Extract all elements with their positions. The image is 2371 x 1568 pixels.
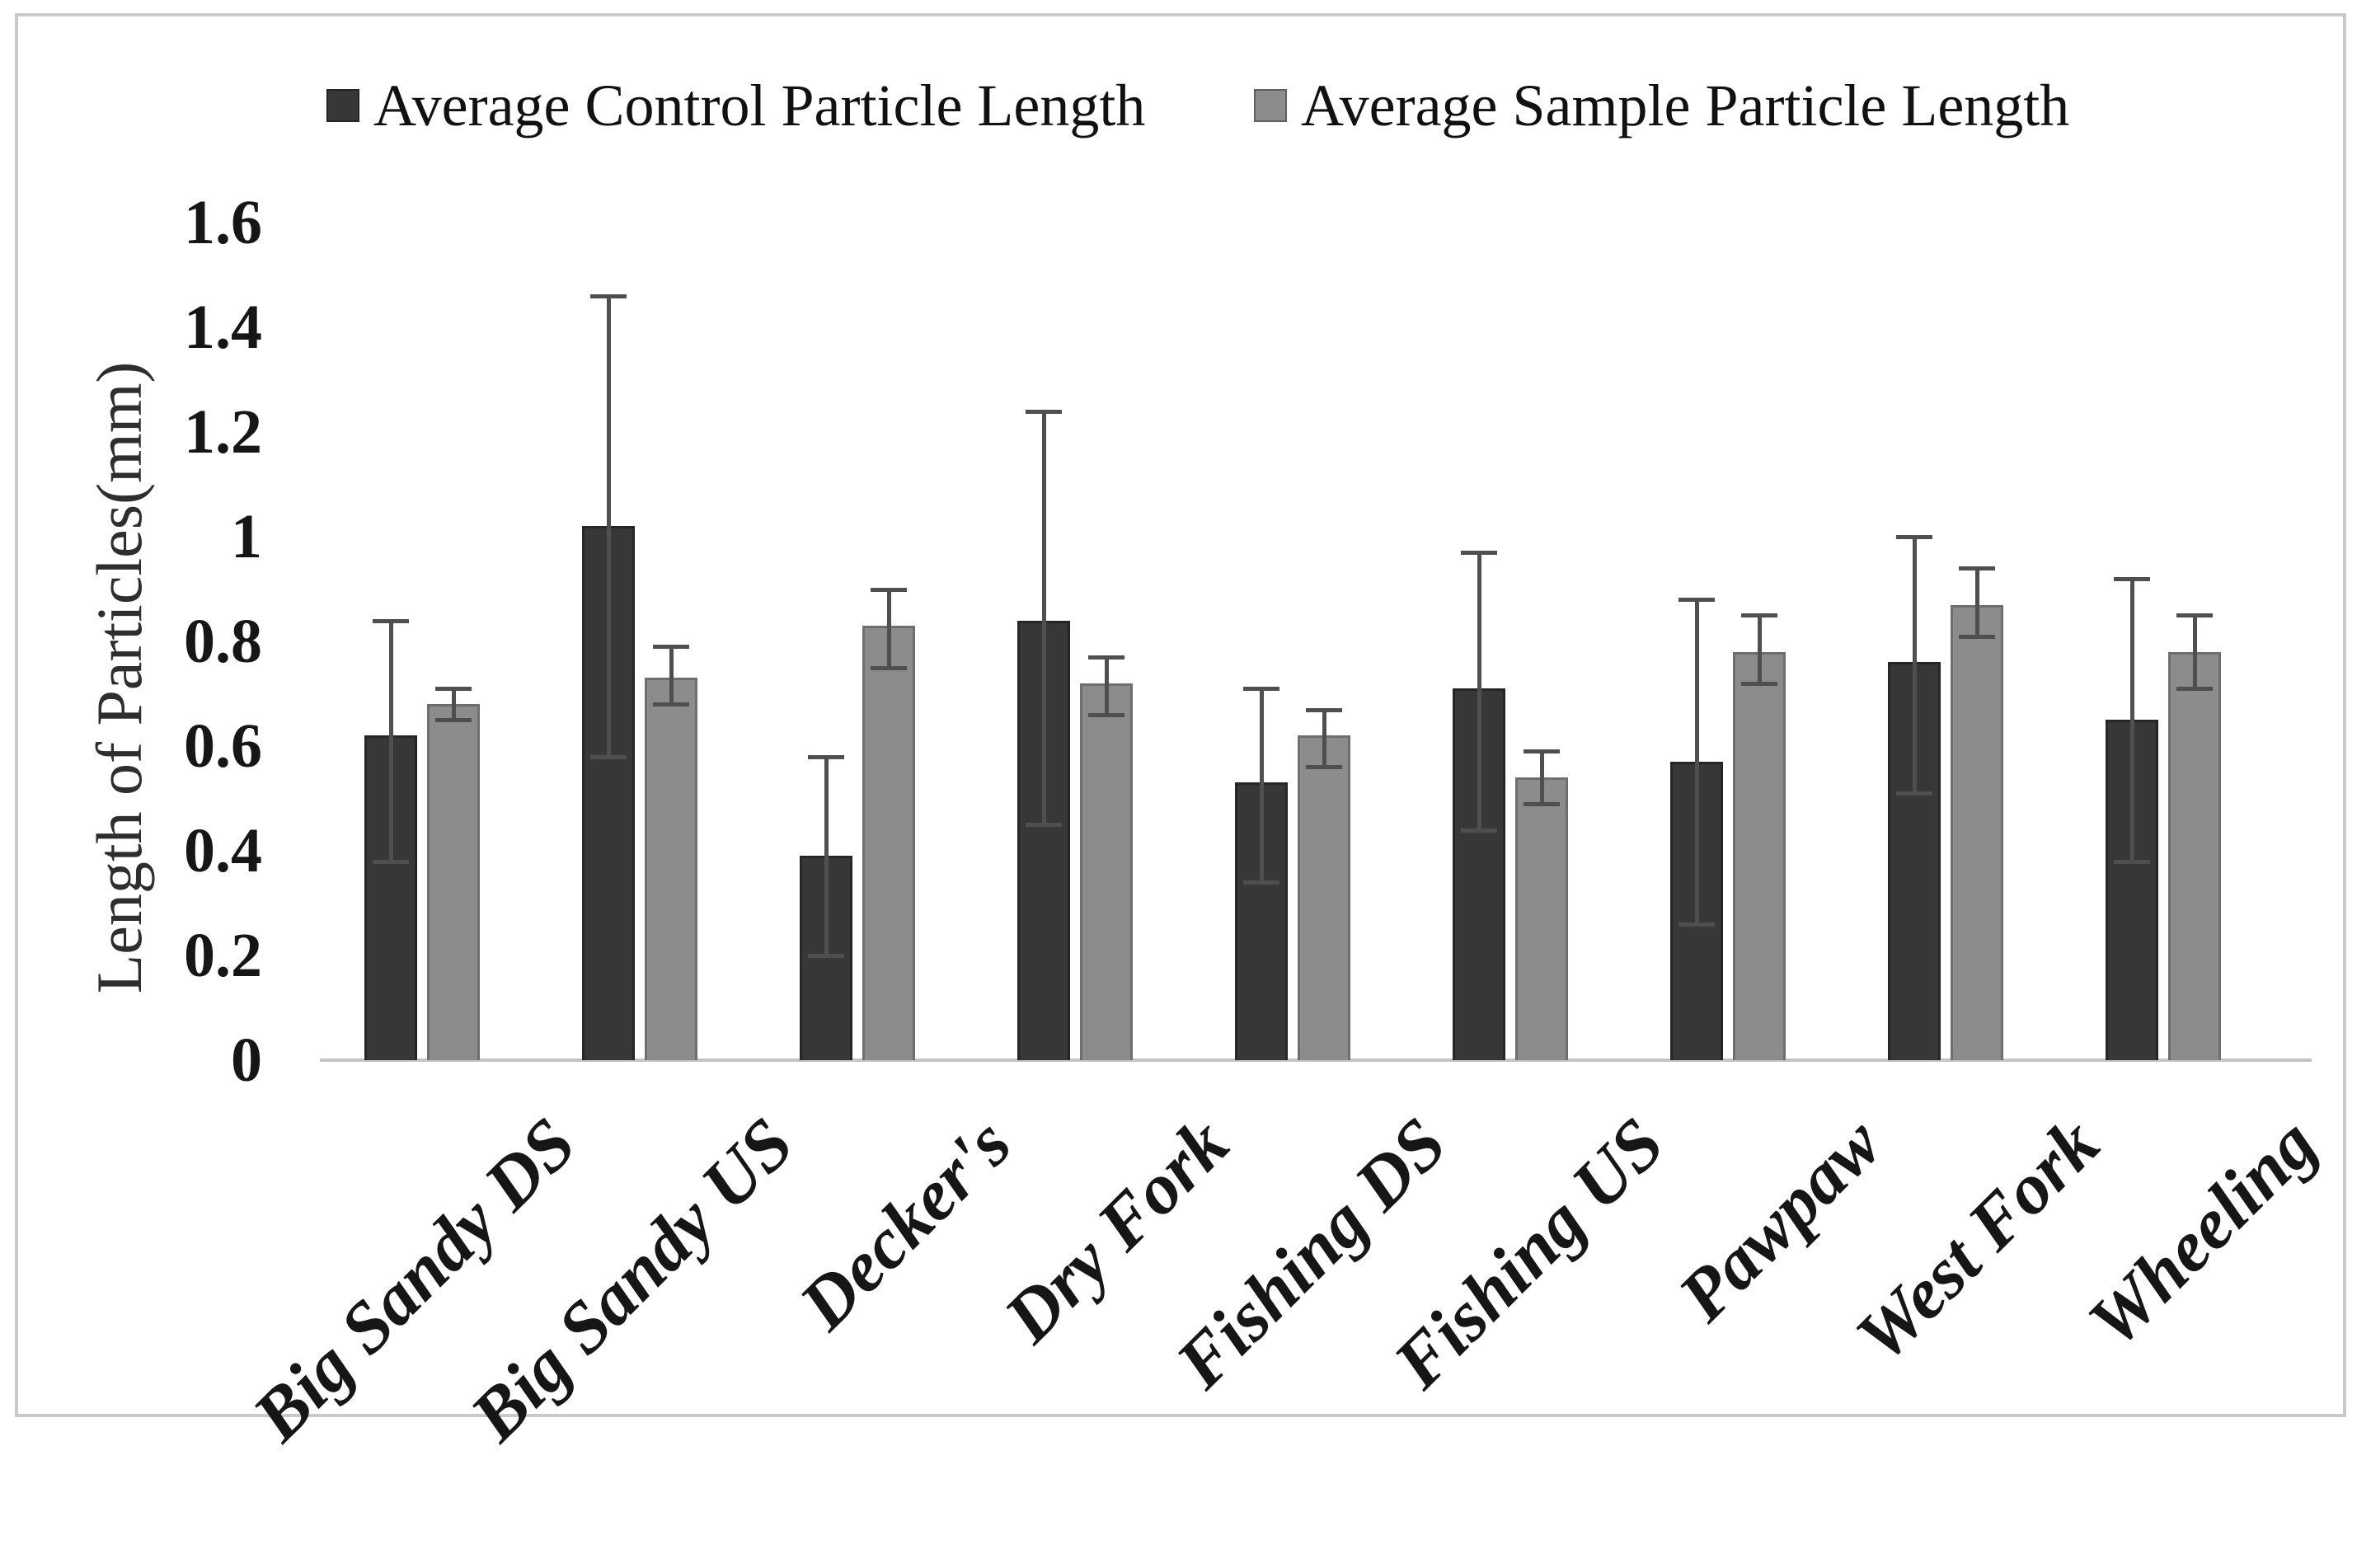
x-tick-label: Fishing US — [1378, 1103, 1680, 1404]
x-axis-line — [320, 1059, 2312, 1062]
error-bar-sample — [669, 646, 674, 705]
error-bar-cap-top — [1306, 707, 1342, 712]
error-bar-control — [1259, 688, 1264, 883]
error-bar-cap-top — [1896, 535, 1932, 539]
y-tick-label: 1 — [231, 502, 262, 571]
bar-sample — [1951, 604, 2003, 1060]
error-bar-control — [1912, 537, 1917, 794]
error-bar-cap-top — [2176, 613, 2213, 618]
error-bar-sample — [1539, 751, 1544, 804]
x-tick-label: Pawpaw — [1664, 1103, 1898, 1337]
bar-sample — [1733, 651, 1786, 1060]
error-bar-control — [1477, 552, 1481, 830]
error-bar-cap-bottom — [1959, 634, 1995, 639]
bar-sample — [427, 704, 480, 1060]
bar-control — [1888, 662, 1941, 1060]
error-bar-cap-top — [1678, 598, 1715, 603]
error-bar-control — [824, 756, 829, 955]
error-bar-cap-bottom — [1088, 712, 1124, 717]
error-bar-sample — [1322, 709, 1326, 768]
y-tick-label: 0.8 — [184, 607, 262, 676]
error-bar-cap-bottom — [871, 665, 907, 670]
bar-sample — [1515, 777, 1568, 1060]
legend-swatch-control-icon — [326, 89, 359, 122]
x-tick-label: West Fork — [1841, 1103, 2115, 1378]
error-bar-cap-top — [871, 587, 907, 592]
error-bar-sample — [886, 589, 891, 668]
error-bar-cap-bottom — [1026, 823, 1062, 828]
y-tick-label: 1.6 — [184, 188, 262, 257]
error-bar-cap-bottom — [2114, 859, 2150, 864]
legend-entry-control: Average Control Particle Length — [326, 76, 1145, 135]
error-bar-sample — [1757, 615, 1762, 683]
legend-entry-sample: Average Sample Particle Length — [1254, 76, 2069, 135]
error-bar-control — [1694, 599, 1699, 924]
error-bar-cap-bottom — [1678, 922, 1715, 927]
error-bar-cap-bottom — [808, 954, 844, 958]
error-bar-cap-top — [373, 618, 409, 623]
error-bar-cap-bottom — [1741, 681, 1777, 686]
error-bar-cap-bottom — [435, 718, 472, 723]
error-bar-cap-bottom — [1461, 828, 1497, 833]
bar-sample — [862, 625, 915, 1060]
bar-sample — [1298, 735, 1350, 1060]
error-bar-control — [606, 295, 611, 757]
error-bar-cap-bottom — [1524, 801, 1560, 806]
error-bar-cap-bottom — [1896, 791, 1932, 796]
error-bar-cap-top — [2114, 576, 2150, 581]
legend-label-sample: Average Sample Particle Length — [1301, 73, 2070, 138]
error-bar-cap-top — [435, 687, 472, 692]
bar-sample — [1080, 683, 1133, 1060]
error-bar-control — [2129, 578, 2134, 861]
bar-sample — [645, 678, 697, 1060]
error-bar-cap-top — [590, 293, 627, 298]
error-bar-control — [388, 620, 393, 861]
error-bar-cap-top — [653, 645, 689, 650]
error-bar-control — [1041, 411, 1046, 825]
error-bar-sample — [2192, 615, 2197, 689]
y-tick-label: 1.4 — [184, 293, 262, 362]
error-bar-cap-top — [1026, 409, 1062, 414]
legend-swatch-sample-icon — [1254, 89, 1287, 122]
error-bar-sample — [451, 688, 456, 721]
bar-control — [364, 735, 417, 1060]
error-bar-sample — [1104, 657, 1109, 715]
error-bar-cap-bottom — [2176, 687, 2213, 692]
error-bar-cap-top — [1243, 687, 1279, 692]
error-bar-cap-top — [1524, 749, 1560, 754]
error-bar-cap-top — [1088, 655, 1124, 660]
legend-label-control: Average Control Particle Length — [373, 73, 1146, 138]
x-tick-label: Decker's — [784, 1103, 1027, 1345]
error-bar-cap-bottom — [590, 754, 627, 759]
bar-sample — [2168, 651, 2221, 1060]
error-bar-cap-top — [1959, 566, 1995, 571]
error-bar-cap-bottom — [653, 702, 689, 707]
y-tick-label: 0 — [231, 1026, 262, 1095]
error-bar-cap-bottom — [373, 859, 409, 864]
x-tick-label: Wheeling — [2073, 1103, 2333, 1363]
error-bar-cap-bottom — [1243, 880, 1279, 885]
error-bar-cap-top — [1461, 551, 1497, 556]
error-bar-cap-bottom — [1306, 765, 1342, 770]
error-bar-sample — [1974, 568, 1979, 636]
y-tick-label: 1.2 — [184, 397, 262, 467]
y-tick-label: 0.4 — [184, 816, 262, 885]
x-tick-label: Big Sandy US — [455, 1103, 810, 1457]
bar-chart-figure: Average Control Particle Length Average … — [15, 13, 2346, 1457]
error-bar-cap-top — [1741, 613, 1777, 618]
y-tick-label: 0.2 — [184, 921, 262, 990]
y-axis-title: Length of Particles(mm) — [83, 361, 155, 994]
error-bar-cap-top — [808, 754, 844, 759]
y-tick-label: 0.6 — [184, 711, 262, 781]
